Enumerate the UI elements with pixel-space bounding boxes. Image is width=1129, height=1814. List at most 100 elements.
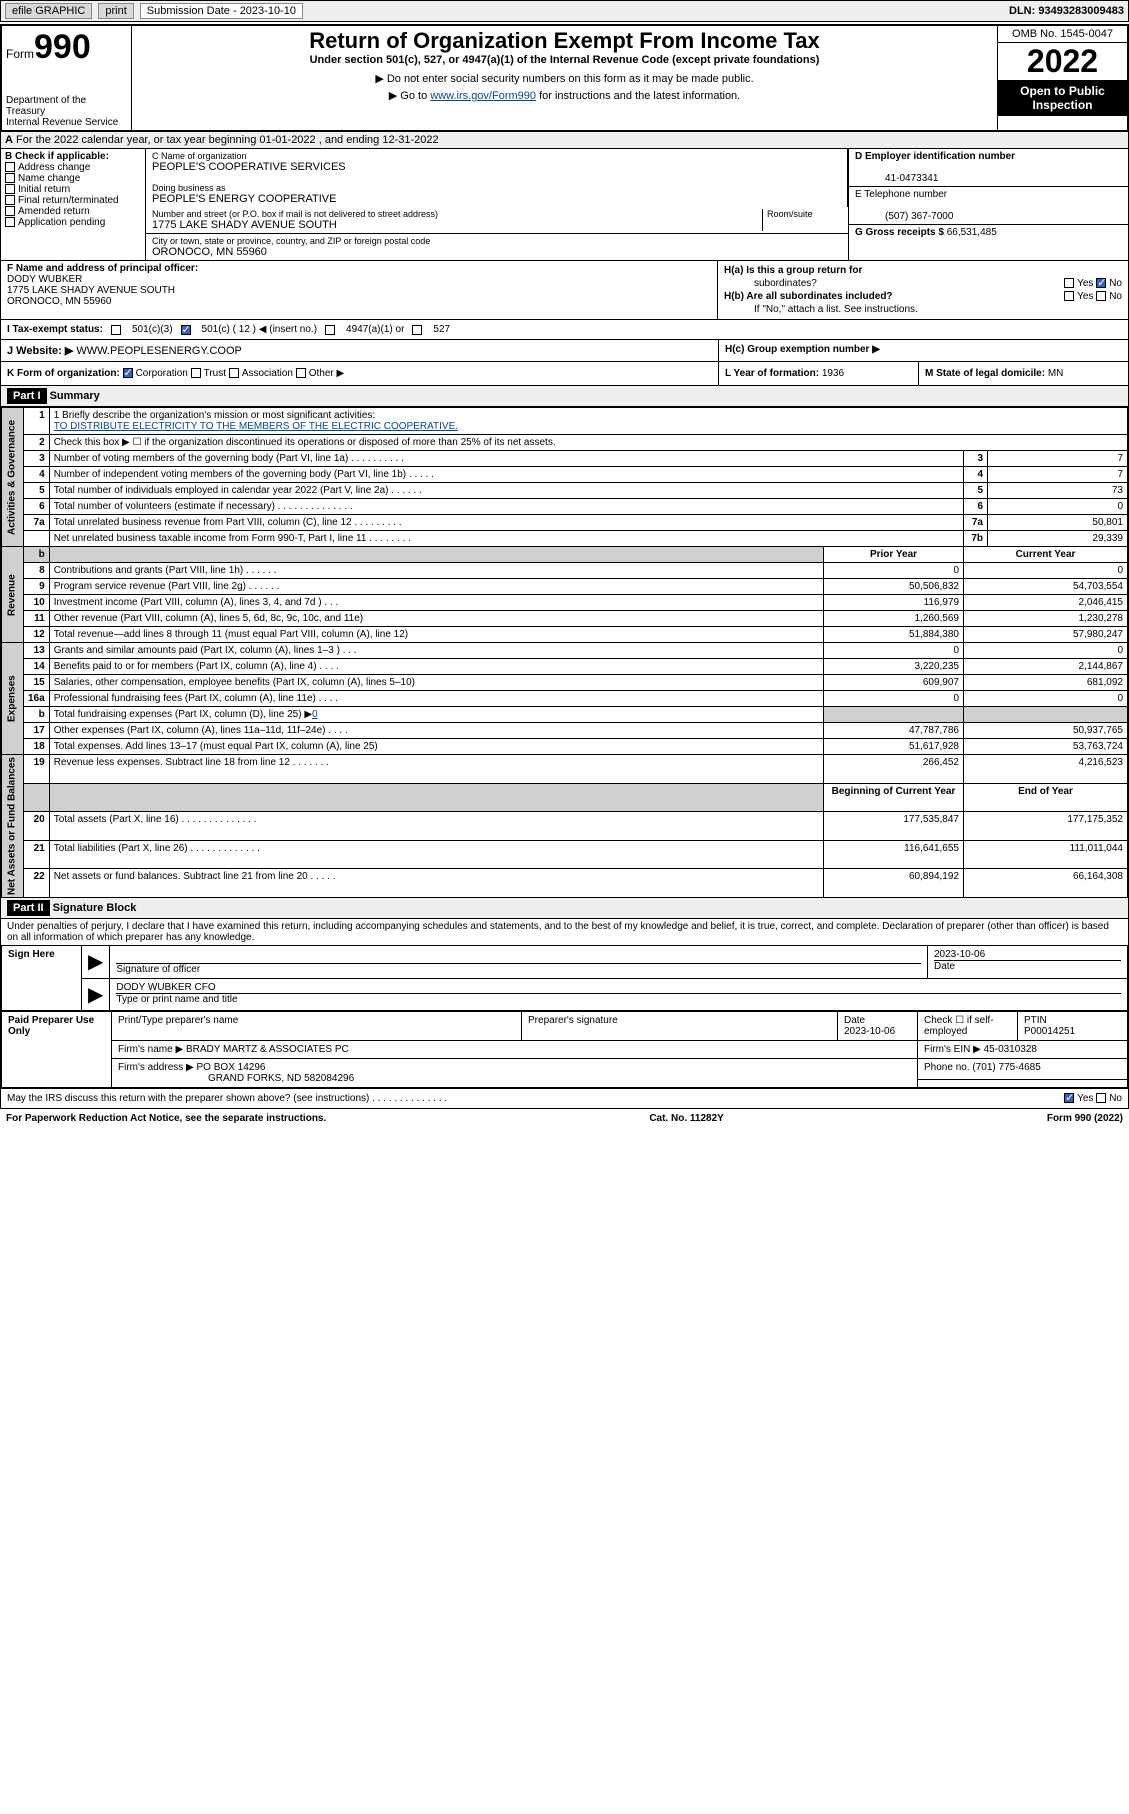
side-netassets: Net Assets or Fund Balances — [2, 755, 24, 898]
check-group-yes[interactable] — [1064, 278, 1074, 288]
dept-label: Department of the Treasury — [6, 95, 127, 117]
r9-curr: 54,703,554 — [964, 579, 1128, 595]
r12-curr: 57,980,247 — [964, 627, 1128, 643]
r7b-val: 29,339 — [988, 531, 1128, 547]
r4-val: 7 — [988, 467, 1128, 483]
ein-value: 41-0473341 — [885, 173, 938, 184]
k-row: K Form of organization: Corporation Trus… — [1, 362, 1128, 386]
section-fh: F Name and address of principal officer:… — [1, 261, 1128, 320]
r5-val: 73 — [988, 483, 1128, 499]
dba-name: PEOPLE'S ENERGY COOPERATIVE — [152, 193, 841, 205]
check-other[interactable] — [296, 368, 306, 378]
part1-header: Part I Summary — [1, 386, 1128, 407]
r13-prior: 0 — [824, 643, 964, 659]
gross-receipts: 66,531,485 — [947, 227, 997, 238]
r14-curr: 2,144,867 — [964, 659, 1128, 675]
r6-val: 0 — [988, 499, 1128, 515]
footer: For Paperwork Reduction Act Notice, see … — [0, 1109, 1129, 1128]
dln-label: DLN: 93493283009483 — [1009, 5, 1124, 17]
check-501c3[interactable] — [111, 325, 121, 335]
side-activities: Activities & Governance — [2, 408, 24, 547]
col-d: D Employer identification number 41-0473… — [848, 149, 1128, 260]
city-state-zip: ORONOCO, MN 55960 — [152, 246, 842, 258]
r12-prior: 51,884,380 — [824, 627, 964, 643]
paid-preparer-table: Paid Preparer Use Only Print/Type prepar… — [1, 1011, 1128, 1088]
side-revenue: Revenue — [2, 547, 24, 643]
sig-date: 2023-10-06 — [934, 949, 1121, 960]
cat-no: Cat. No. 11282Y — [649, 1113, 723, 1124]
form-ref: Form 990 (2022) — [1047, 1113, 1123, 1124]
r19-prior: 266,452 — [824, 755, 964, 784]
form-header: Form990 Department of the Treasury Inter… — [1, 25, 1128, 131]
efile-label: efile GRAPHIC — [5, 3, 92, 19]
r16a-prior: 0 — [824, 691, 964, 707]
col-c: C Name of organization PEOPLE'S COOPERAT… — [146, 149, 848, 260]
r15-prior: 609,907 — [824, 675, 964, 691]
form-container: Form990 Department of the Treasury Inter… — [0, 24, 1129, 1109]
r14-prior: 3,220,235 — [824, 659, 964, 675]
check-final[interactable] — [5, 195, 15, 205]
mission-text: TO DISTRIBUTE ELECTRICITY TO THE MEMBERS… — [54, 421, 458, 432]
check-corp[interactable] — [123, 368, 133, 378]
r22-curr: 66,164,308 — [964, 869, 1128, 898]
year-formation: 1936 — [822, 368, 844, 379]
form-number: 990 — [34, 28, 91, 66]
col-f: F Name and address of principal officer:… — [1, 261, 718, 319]
check-app[interactable] — [5, 217, 15, 227]
form-subtitle1: Under section 501(c), 527, or 4947(a)(1)… — [136, 54, 993, 66]
r9-prior: 50,506,832 — [824, 579, 964, 595]
form-label: Form — [6, 47, 34, 61]
open-public-label: Open to Public Inspection — [998, 80, 1127, 116]
discuss-row: May the IRS discuss this return with the… — [1, 1088, 1128, 1108]
sig-declaration: Under penalties of perjury, I declare th… — [1, 919, 1128, 945]
r20-curr: 177,175,352 — [964, 812, 1128, 841]
firm-phone: (701) 775-4685 — [972, 1062, 1040, 1073]
prep-date: 2023-10-06 — [844, 1026, 895, 1037]
phone-value: (507) 367-7000 — [885, 211, 953, 222]
section-bc: B Check if applicable: Address change Na… — [1, 149, 1128, 261]
print-button[interactable]: print — [98, 3, 133, 19]
check-discuss-yes[interactable] — [1064, 1093, 1074, 1103]
sign-here-table: Sign Here ▶ Signature of officer 2023-10… — [1, 945, 1128, 1011]
check-discuss-no[interactable] — [1096, 1093, 1106, 1103]
check-name[interactable] — [5, 173, 15, 183]
omb-number: OMB No. 1545-0047 — [998, 26, 1127, 43]
r8-prior: 0 — [824, 563, 964, 579]
check-addr[interactable] — [5, 162, 15, 172]
form-subtitle2: ▶ Do not enter social security numbers o… — [136, 72, 993, 85]
check-subs-no[interactable] — [1096, 291, 1106, 301]
form-title: Return of Organization Exempt From Incom… — [136, 28, 993, 54]
r15-curr: 681,092 — [964, 675, 1128, 691]
street-address: 1775 LAKE SHADY AVENUE SOUTH — [152, 219, 762, 231]
submission-date: Submission Date - 2023-10-10 — [140, 3, 303, 19]
check-init[interactable] — [5, 184, 15, 194]
irs-label: Internal Revenue Service — [6, 117, 127, 128]
ptin-val: P00014251 — [1024, 1026, 1075, 1037]
check-4947[interactable] — [325, 325, 335, 335]
part2-header: Part II Signature Block — [1, 898, 1128, 919]
r18-curr: 53,763,724 — [964, 739, 1128, 755]
officer-name: DODY WUBKER — [7, 274, 82, 285]
website-row: J Website: ▶ WWW.PEOPLESENERGY.COOP H(c)… — [1, 340, 1128, 362]
officer-addr2: ORONOCO, MN 55960 — [7, 296, 111, 307]
firm-addr1: PO BOX 14296 — [197, 1062, 266, 1073]
firm-ein: 45-0310328 — [984, 1044, 1037, 1055]
officer-sig-name: DODY WUBKER CFO — [116, 982, 1121, 993]
check-amend[interactable] — [5, 206, 15, 216]
check-group-no[interactable] — [1096, 278, 1106, 288]
col-b: B Check if applicable: Address change Na… — [1, 149, 146, 260]
irs-link[interactable]: www.irs.gov/Form990 — [430, 90, 536, 102]
check-527[interactable] — [412, 325, 422, 335]
r13-curr: 0 — [964, 643, 1128, 659]
firm-name: BRADY MARTZ & ASSOCIATES PC — [186, 1044, 349, 1055]
check-subs-yes[interactable] — [1064, 291, 1074, 301]
r16b-val: 0 — [312, 709, 318, 720]
r3-val: 7 — [988, 451, 1128, 467]
r21-curr: 111,011,044 — [964, 840, 1128, 869]
check-501c12[interactable] — [181, 325, 191, 335]
check-trust[interactable] — [191, 368, 201, 378]
check-assoc[interactable] — [229, 368, 239, 378]
org-name: PEOPLE'S COOPERATIVE SERVICES — [152, 161, 841, 173]
state-domicile: MN — [1048, 368, 1064, 379]
r11-curr: 1,230,278 — [964, 611, 1128, 627]
